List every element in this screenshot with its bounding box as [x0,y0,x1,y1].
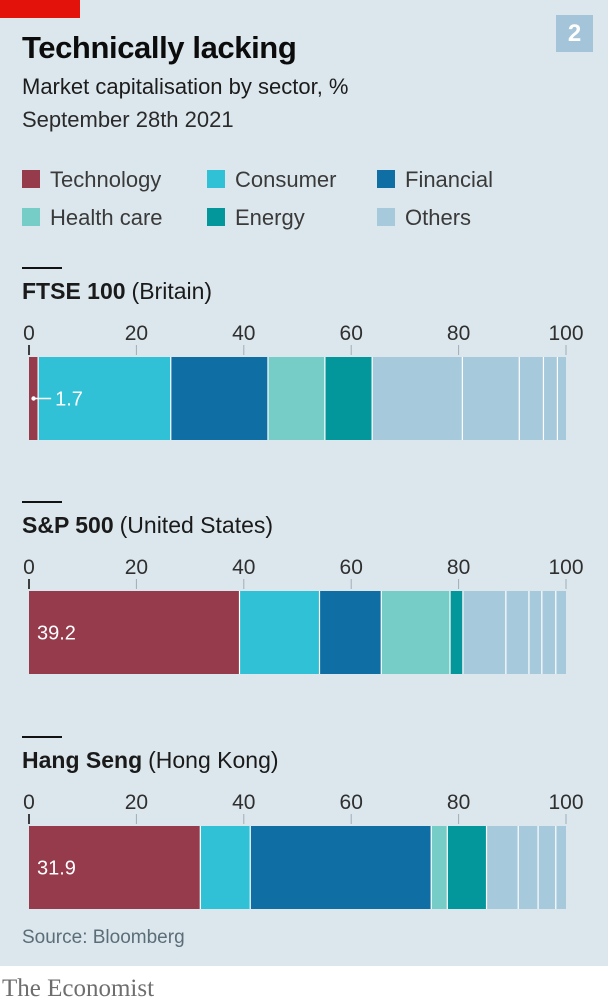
x-tick-label: 40 [232,556,255,579]
bar-segment-others [486,826,519,909]
legend-label-others: Others [405,205,472,230]
bar-segment-health-care [431,826,448,909]
bar-segment-others [519,357,544,440]
stacked-bar-plot: 0 20 40 60 80 100 39.2 [23,556,584,674]
x-tick-label: 0 [23,556,35,579]
bar-segment-others [462,591,506,674]
bar-segment-others [557,357,566,440]
x-tick-label: 0 [23,322,35,345]
panel-rule [22,501,62,503]
x-tick-label: 60 [340,791,363,814]
panel-index-name: FTSE 100 [22,278,126,304]
bar-segment-others [528,591,542,674]
legend-swatch-consumer [207,170,225,188]
source-note: Source: Bloomberg [22,927,185,948]
economist-logo-text: The Economist [2,975,155,1002]
data-label: 31.9 [37,858,76,880]
bar-segment-others [541,591,556,674]
chart-title: Technically lacking [22,30,297,65]
data-label: 1.7 [55,389,83,411]
bar-segment-consumer [239,591,320,674]
bar-segment-others [462,357,520,440]
panel-hang-seng: Hang Seng (Hong Kong) 0 20 40 60 80 100 31.9 [0,734,608,914]
bar-segment-consumer [38,357,171,440]
economist-red-tag [0,0,80,18]
data-label: 39.2 [37,623,76,645]
legend-label-health-care: Health care [50,205,163,230]
chart-subtitle: Market capitalisation by sector, % [22,74,349,99]
panel-ftse-100: FTSE 100 (Britain) 0 20 40 60 80 100 1.7 [0,265,608,445]
bar-segment-energy [324,357,373,440]
bar-segment-technology [29,591,240,674]
bar-segment-others [372,357,463,440]
bar-segment-others [555,826,566,909]
x-tick-label: 80 [447,322,470,345]
legend-label-consumer: Consumer [235,167,337,192]
bar-segment-health-care [381,591,451,674]
x-tick-label: 60 [340,322,363,345]
panel-index-name: Hang Seng [22,747,143,773]
chart-date: September 28th 2021 [22,107,234,132]
x-tick-label: 20 [125,556,148,579]
bar-segment-financial [170,357,268,440]
stacked-bar-plot: 0 20 40 60 80 100 31.9 [23,791,584,909]
panel-sp-500: S&P 500 (United States) 0 20 40 60 80 100 39.2 [0,499,608,679]
x-tick-label: 100 [548,322,583,345]
legend-swatch-technology [22,170,40,188]
bar-segment-others [555,591,566,674]
bar-segment-financial [319,591,382,674]
x-tick-label: 20 [125,791,148,814]
bar-segment-others [518,826,539,909]
panel-title: Hang Seng (Hong Kong) [22,746,279,774]
panel-index-name: S&P 500 [22,512,114,538]
bar-segment-energy [447,826,487,909]
figure-number-badge: 2 [556,15,593,52]
x-tick-label: 40 [232,322,255,345]
bar-segment-technology [29,826,201,909]
x-tick-label: 20 [125,322,148,345]
panel-title: FTSE 100 (Britain) [22,277,212,305]
bar-segment-consumer [200,826,251,909]
legend-label-energy: Energy [235,205,305,230]
bar-segment-others [538,826,556,909]
panel-country: (Hong Kong) [148,747,279,773]
legend-label-financial: Financial [405,167,494,192]
bar-segment-others [543,357,558,440]
bar-segment-others [505,591,529,674]
panel-rule [22,736,62,738]
panel-title: S&P 500 (United States) [22,511,273,539]
legend-swatch-others [377,208,395,226]
panel-rule [22,267,62,269]
x-tick-label: 100 [548,791,583,814]
legend-swatch-energy [207,208,225,226]
x-tick-label: 40 [232,791,255,814]
panel-country: (United States) [119,512,274,538]
panel-country: (Britain) [131,278,213,304]
bar-segment-financial [250,826,432,909]
legend-label-technology: Technology [50,167,162,192]
x-tick-label: 80 [447,791,470,814]
x-tick-label: 100 [548,556,583,579]
stacked-bar-plot: 0 20 40 60 80 100 1.7 [23,322,584,440]
x-tick-label: 60 [340,556,363,579]
bar-segment-health-care [267,357,325,440]
chart-area: Technically lacking 2 Market capitalisat… [0,0,608,966]
bar-segment-energy [450,591,463,674]
legend-swatch-financial [377,170,395,188]
x-tick-label: 0 [23,791,35,814]
x-tick-label: 80 [447,556,470,579]
legend-swatch-health-care [22,208,40,226]
